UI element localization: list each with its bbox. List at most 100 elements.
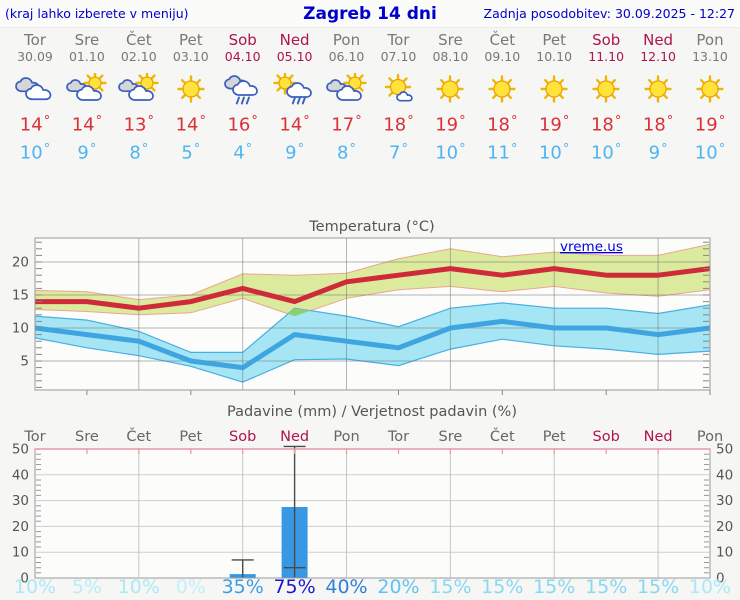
degree-sign: ° [43, 142, 51, 157]
day-low-temp: 8° [129, 142, 149, 164]
precip-probability: 40% [325, 576, 367, 598]
day-low-temp: 5° [181, 142, 201, 164]
day-date: 13.10 [692, 49, 728, 64]
degree-sign: ° [459, 114, 466, 129]
precip-y-labels: 0 0 10 10 20 20 30 30 40 40 50 50 [12, 442, 733, 587]
temp-y-tick-label: 5 [20, 354, 29, 370]
precip-day-ticks [34, 449, 711, 454]
degree-sign: ° [141, 142, 149, 157]
watermark-link[interactable]: vreme.us [560, 239, 623, 255]
precip-whiskers [231, 445, 306, 578]
day-name: Pon [332, 31, 361, 49]
day-date: 06.10 [328, 49, 365, 64]
forecast-day-6: Ned 05.10 14° 9° [267, 28, 323, 173]
day-high-temp: 19° [435, 114, 466, 136]
sunny-icon [630, 73, 686, 107]
forecast-day-12: Sob 11.10 18° 10° [578, 28, 634, 173]
precip-probability: 20% [377, 576, 419, 598]
forecast-day-5: Sob 04.10 16° 4° [215, 28, 271, 173]
forecast-day-14: Pon 13.10 19° 10° [682, 28, 738, 173]
day-name: Ned [643, 31, 674, 49]
precip-probability: 15% [585, 576, 627, 598]
partly-cloudy-icon-svg [117, 71, 159, 101]
day-high-temp: 19° [538, 114, 570, 136]
precip-probability: 15% [429, 576, 471, 598]
temp-y-tick-label: 15 [12, 288, 29, 304]
day-date: 03.10 [172, 49, 209, 64]
partly-cloudy-icon [111, 71, 167, 107]
degree-sign: ° [614, 142, 622, 157]
cloudy-icon-svg [15, 77, 52, 101]
degree-sign: ° [661, 142, 668, 157]
degree-sign: ° [245, 142, 253, 157]
precip-y-tick-label-left: 50 [12, 442, 29, 458]
day-low-temp: 8° [337, 142, 356, 164]
degree-sign: ° [511, 114, 518, 129]
precip-minor-ticks [36, 453, 709, 574]
page-header: (kraj lahko izberete v meniju) Zagreb 14… [0, 0, 740, 28]
day-name: Sre [74, 31, 100, 49]
precip-probability: 75% [273, 576, 315, 598]
degree-sign: ° [459, 142, 466, 157]
day-name: Tor [387, 31, 410, 49]
day-high-temp: 14° [175, 114, 206, 136]
temp-y-tick-label: 20 [12, 255, 29, 271]
day-low-temp: 7° [389, 142, 408, 164]
day-date: 08.10 [432, 49, 469, 64]
day-date: 12.10 [640, 49, 676, 64]
precip-day-label: Ned [280, 429, 309, 445]
forecast-day-11: Pet 10.10 19° 10° [526, 28, 582, 173]
degree-sign: ° [349, 142, 356, 157]
temp-plot-border [34, 237, 711, 391]
precip-day-label: Pon [697, 429, 723, 445]
max-temp-line [35, 266, 710, 311]
day-date: 04.10 [224, 49, 261, 64]
forecast-day-13: Ned 12.10 18° 9° [630, 28, 686, 173]
rain-icon [215, 73, 271, 107]
temp-y-labels: 5 10 15 20 [12, 255, 29, 370]
forecast-day-4: Pet 03.10 14° 5° [163, 28, 219, 173]
forecast-day-7: Pon 06.10 17° 8° [319, 28, 375, 173]
degree-sign: ° [303, 114, 310, 129]
day-low-temp: 9° [648, 142, 668, 164]
temperature-chart-container: Temperatura (°C) 5 10 15 20 vreme.us [0, 215, 740, 400]
day-low-temp: 10° [19, 142, 51, 164]
day-high-temp: 19° [694, 114, 726, 136]
rain-icon-svg [223, 75, 258, 105]
precip-y-tick-label-right: 50 [716, 442, 733, 458]
day-name: Ned [279, 31, 310, 49]
sunny-icon-svg [644, 75, 672, 103]
day-high-temp: 13° [123, 114, 154, 136]
day-low-temp: 10° [590, 142, 622, 164]
degree-sign: ° [511, 142, 518, 157]
precip-day-label: Čet [126, 427, 151, 445]
precip-day-label: Čet [490, 427, 515, 445]
degree-sign: ° [614, 114, 622, 129]
precip-probability: 5% [72, 576, 102, 598]
precip-y-tick-label-right: 30 [716, 493, 733, 509]
sunny-icon-svg [436, 75, 465, 103]
day-name: Sre [438, 31, 463, 49]
precip-day-label: Sob [593, 429, 620, 445]
precip-probability: 15% [533, 576, 575, 598]
precip-y-tick-label-right: 10 [716, 545, 733, 561]
precip-day-label: Ned [644, 429, 673, 445]
day-low-temp: 9° [285, 142, 305, 164]
forecast-day-2: Sre 01.10 14° 9° [59, 28, 115, 173]
precipitation-chart-svg: Padavine (mm) / Verjetnost padavin (%) To… [12, 404, 733, 598]
precip-probability: 0% [176, 576, 206, 598]
partly-cloudy-icon-svg [66, 71, 107, 101]
day-name: Sob [228, 31, 257, 49]
partly-cloudy-icon-svg [325, 71, 367, 101]
day-name: Pon [696, 31, 724, 49]
day-date: 10.10 [536, 49, 573, 64]
sunny-icon [422, 73, 478, 107]
sunny-icon-svg [592, 75, 620, 103]
precip-day-label: Pet [543, 429, 566, 445]
band-overlap [288, 308, 311, 317]
min-temp-line [35, 318, 710, 371]
temp-chart-title: Temperatura (°C) [308, 219, 434, 235]
day-low-temp: 11° [487, 142, 518, 164]
day-high-temp: 14° [71, 114, 103, 136]
